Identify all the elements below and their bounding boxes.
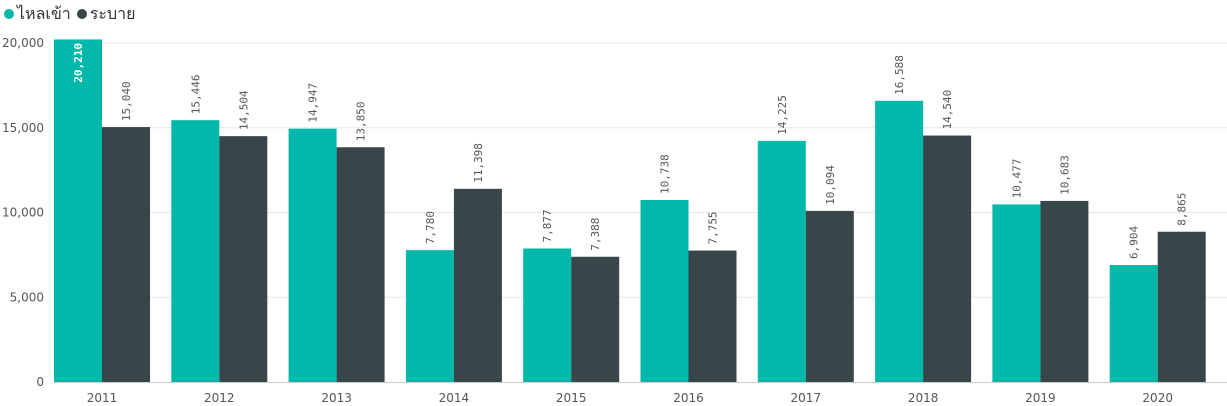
bar xyxy=(1109,264,1158,382)
y-tick-label: 5,000 xyxy=(10,290,44,304)
x-tick-label: 2015 xyxy=(556,391,587,405)
bar xyxy=(405,250,454,382)
data-label: 11,398 xyxy=(472,143,485,183)
bar xyxy=(54,39,102,383)
y-tick-label: 0 xyxy=(36,375,44,389)
legend-dot-outflow xyxy=(76,9,87,19)
data-label: 14,947 xyxy=(307,83,320,123)
legend-item-inflow[interactable]: ไหลเข้า xyxy=(4,2,71,27)
bar xyxy=(1157,231,1206,382)
x-tick-label: 2017 xyxy=(791,391,822,405)
bar xyxy=(453,188,502,382)
legend-label-outflow: ระบาย xyxy=(89,3,136,23)
bar xyxy=(875,100,924,382)
x-tick-label: 2011 xyxy=(87,391,118,405)
x-tick-label: 2019 xyxy=(1025,391,1056,405)
data-label: 13,850 xyxy=(355,101,368,141)
x-tick-label: 2013 xyxy=(321,391,352,405)
legend-item-outflow[interactable]: ระบาย xyxy=(76,2,136,27)
x-tick-label: 2016 xyxy=(673,391,704,405)
data-label: 20,210 xyxy=(72,43,85,83)
bar xyxy=(523,248,572,382)
bar xyxy=(1040,200,1089,382)
data-label: 7,780 xyxy=(424,211,437,244)
bar xyxy=(102,127,150,383)
data-label: 14,540 xyxy=(941,90,954,130)
legend-label-inflow: ไหลเข้า xyxy=(17,3,71,23)
legend-dot-inflow xyxy=(4,9,14,19)
data-label: 15,040 xyxy=(120,81,133,121)
bar xyxy=(640,199,689,382)
y-tick-label: 15,000 xyxy=(2,121,44,135)
data-label: 14,225 xyxy=(776,95,789,135)
bar xyxy=(805,210,854,382)
data-label: 7,388 xyxy=(589,218,602,251)
data-label: 10,683 xyxy=(1058,155,1071,195)
x-tick-label: 2012 xyxy=(204,391,235,405)
y-tick-label: 10,000 xyxy=(2,206,44,220)
x-tick-label: 2018 xyxy=(908,391,939,405)
bar xyxy=(923,135,972,382)
bar xyxy=(757,140,806,382)
data-label: 7,755 xyxy=(707,211,720,244)
legend: ไหลเข้า ระบาย xyxy=(4,3,142,25)
bar xyxy=(288,128,337,382)
bar xyxy=(992,204,1041,382)
x-tick-label: 2014 xyxy=(439,391,470,405)
data-label: 15,446 xyxy=(189,74,202,114)
bar xyxy=(219,136,268,382)
data-label: 8,865 xyxy=(1176,193,1189,226)
bar xyxy=(336,147,385,382)
bar xyxy=(688,250,737,382)
data-label: 14,504 xyxy=(237,90,250,130)
bar xyxy=(571,256,620,382)
x-tick-label: 2020 xyxy=(1142,391,1173,405)
data-label: 16,588 xyxy=(893,55,906,95)
bar xyxy=(171,120,220,382)
data-label: 10,094 xyxy=(824,165,837,205)
data-label: 7,877 xyxy=(541,209,554,242)
data-label: 10,738 xyxy=(659,154,672,194)
data-label: 6,904 xyxy=(1128,225,1141,258)
y-tick-label: 20,000 xyxy=(2,36,44,50)
data-label: 10,477 xyxy=(1010,159,1023,199)
